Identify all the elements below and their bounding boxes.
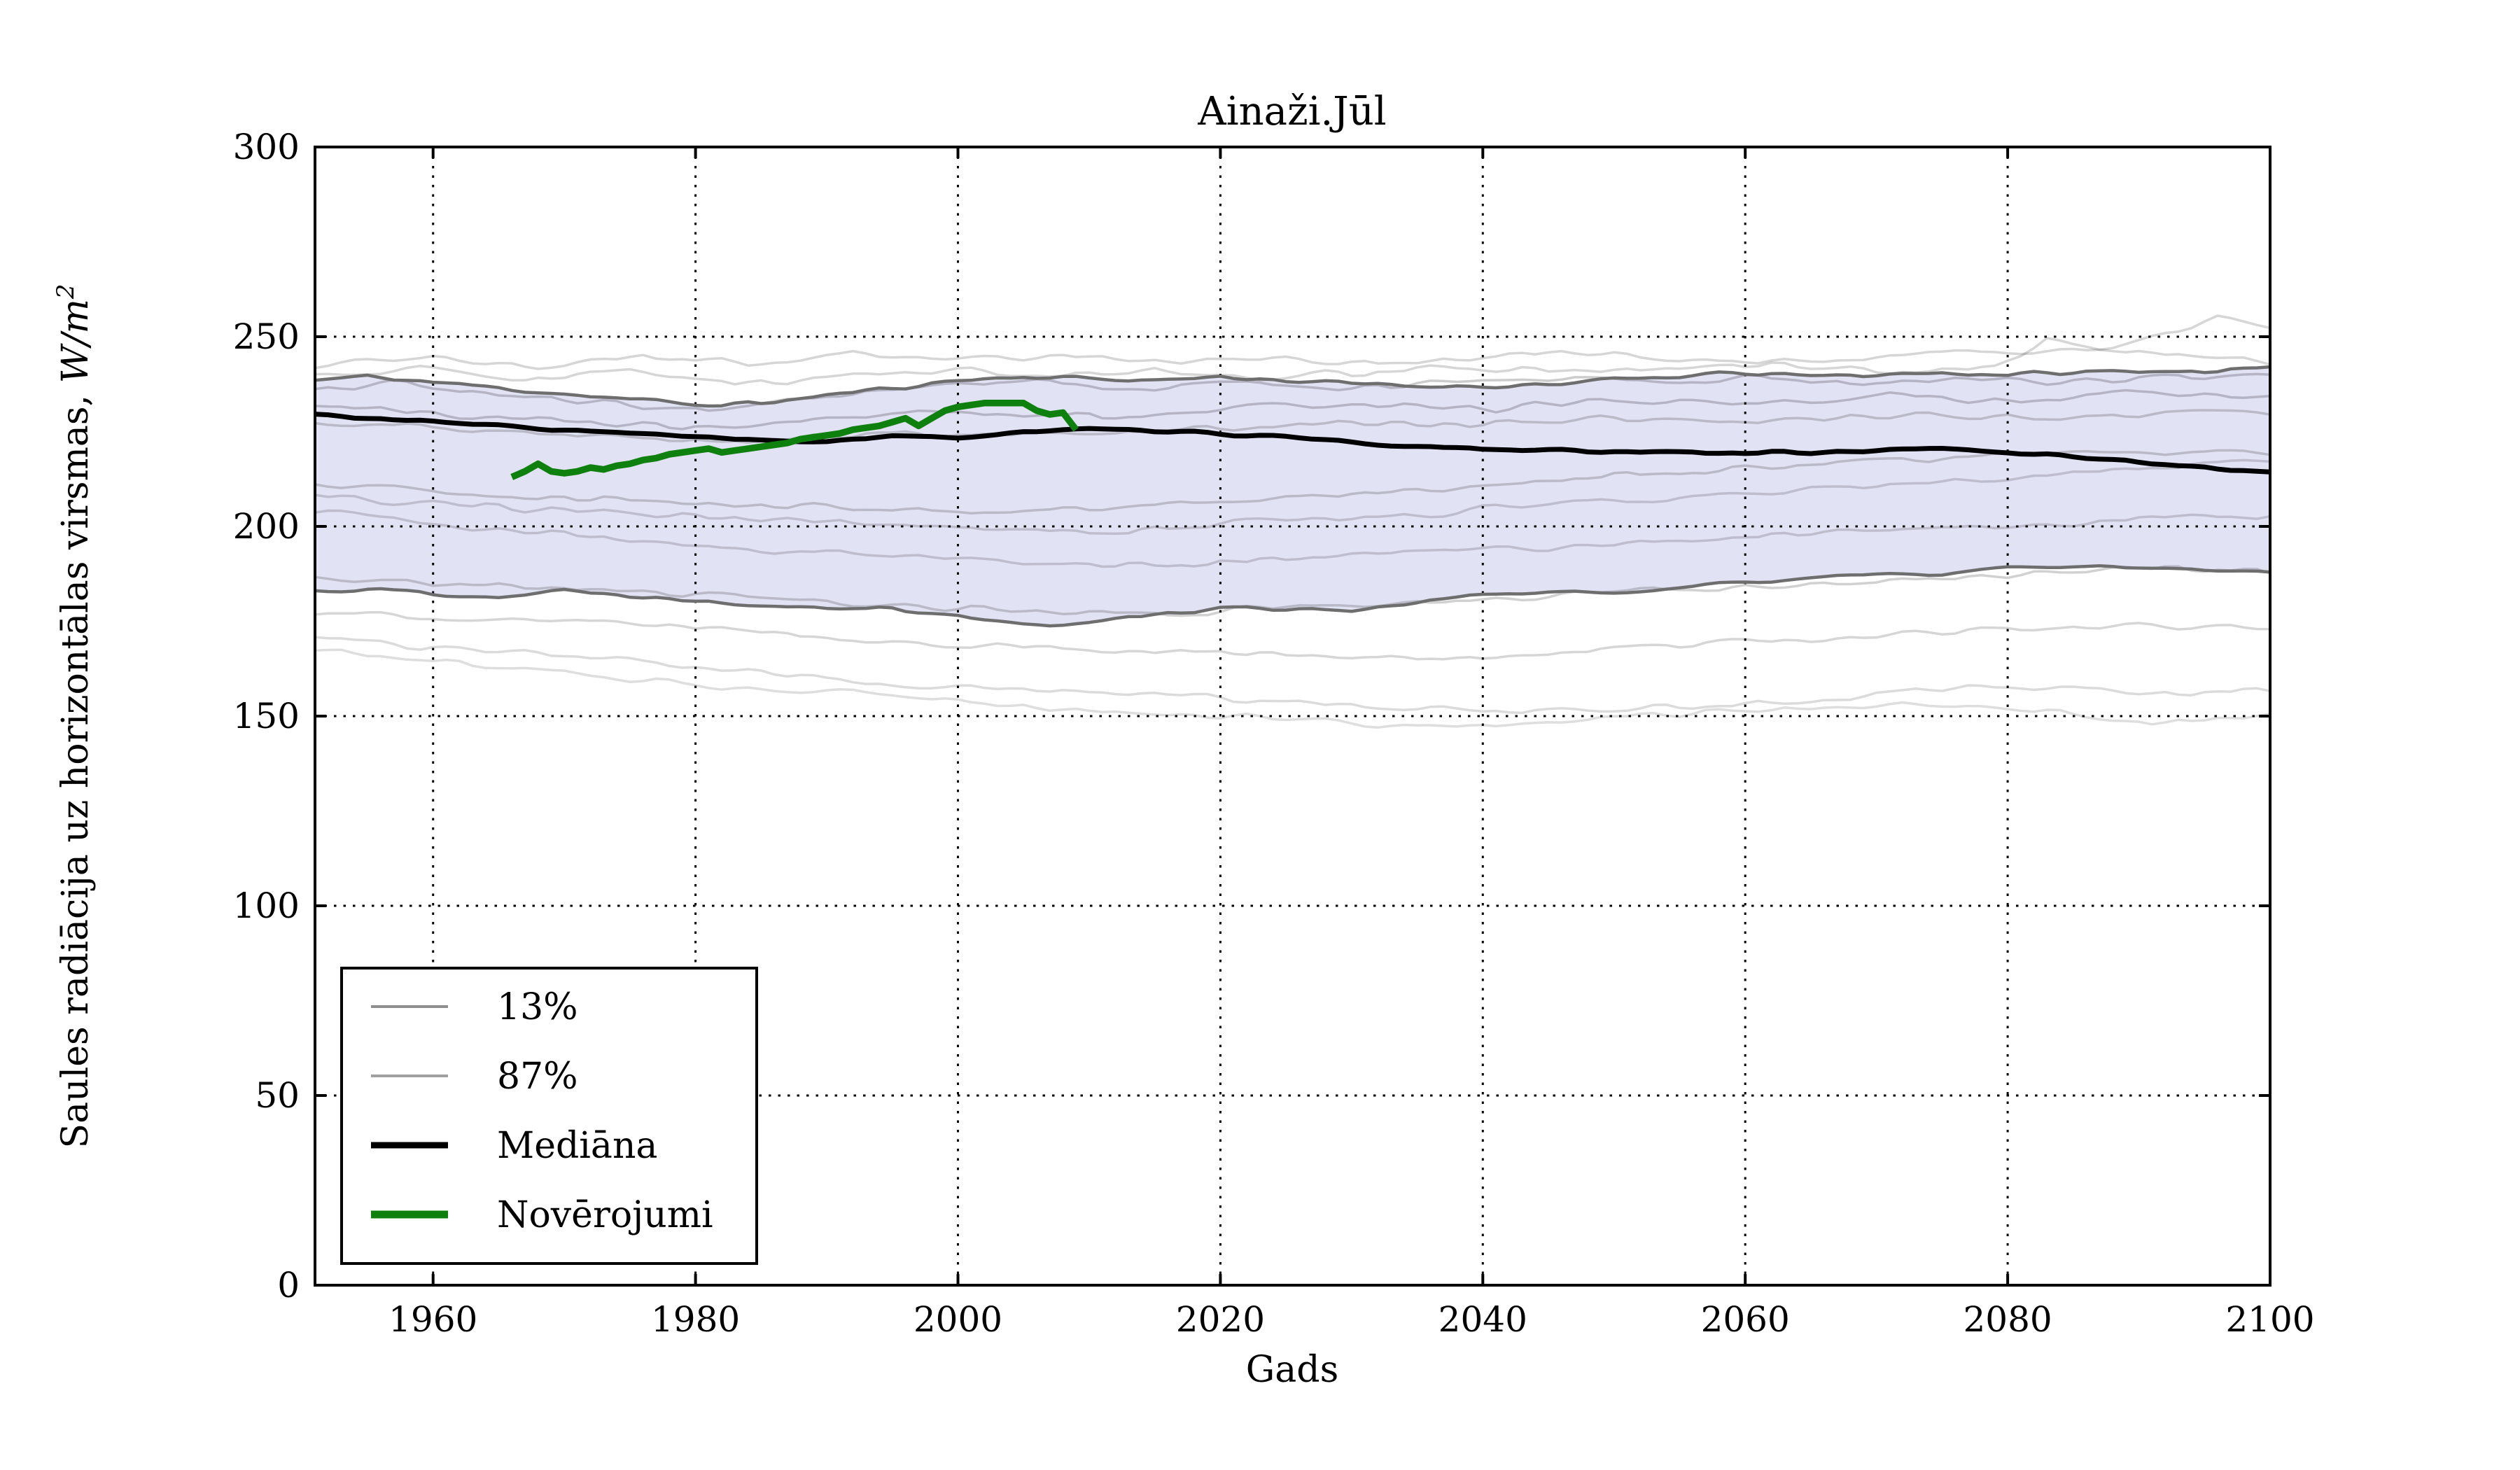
x-tick-label: 2020 [1176,1299,1265,1340]
ensemble-member-line [314,458,2271,536]
median-line [314,412,2271,475]
y-axis-label: Saules radiācija uz horizontālas virsmas… [52,284,97,1148]
x-tick-label: 2080 [1963,1299,2052,1340]
x-tick-label: 2000 [913,1299,1002,1340]
y-tick-label: 300 [233,127,300,167]
series-lines-layer [314,365,2271,628]
x-axis-tick-labels: 1960 1980 2000 2020 2040 2060 2080 2100 [388,1299,2315,1340]
y-axis-label-text: Saules radiācija uz horizontālas virsmas… [55,383,97,1148]
legend: 13% 87% Mediāna Novērojumi [340,967,758,1265]
percentile-13-line [314,564,2271,628]
y-tick-label: 250 [233,316,300,357]
ensemble-member-line [314,449,2271,514]
ensemble-lines-layer [314,314,2271,729]
x-axis-label: Gads [1246,1349,1339,1391]
y-tick-label: 150 [233,696,300,736]
x-tick-label: 2060 [1701,1299,1790,1340]
legend-rows: 13% 87% Mediāna Novērojumi [371,986,713,1236]
percentile-band-layer [315,367,2270,626]
legend-item-label: Mediāna [497,1125,657,1167]
y-tick-label: 200 [233,506,300,547]
gridline-layer [315,147,2270,1285]
percentile-band [315,367,2270,626]
y-axis-label-units: W/m [55,299,97,383]
y-tick-label: 50 [255,1075,300,1116]
ensemble-member-line [314,409,2271,444]
ensemble-member-line [314,509,2271,568]
y-axis-label-exponent: 2 [52,284,80,300]
ensemble-member-line [314,314,2271,370]
ensemble-member-line [314,610,2271,661]
y-tick-label: 0 [277,1265,300,1306]
ensemble-member-line [314,648,2271,729]
y-tick-label: 100 [233,886,300,926]
ensemble-member-line [314,565,2271,617]
legend-item-label: Novērojumi [497,1194,713,1236]
ensemble-member-line [314,636,2271,715]
observations-line [510,400,1079,480]
x-tick-label: 1980 [651,1299,740,1340]
x-tick-label: 1960 [388,1299,477,1340]
x-tick-label: 2100 [2225,1299,2314,1340]
x-tick-label: 2040 [1438,1299,1527,1340]
ensemble-member-line [314,337,2271,386]
legend-item-label: 87% [497,1056,578,1098]
legend-item-label: 13% [497,986,578,1028]
chart-title: Ainaži.Jūl [1197,89,1386,134]
tick-marks-layer [315,146,2272,1287]
percentile-87-line [314,365,2271,408]
ensemble-member-line [314,372,2271,412]
y-axis-tick-labels: 0 50 100 150 200 250 300 [233,127,300,1306]
ensemble-member-line [314,388,2271,430]
